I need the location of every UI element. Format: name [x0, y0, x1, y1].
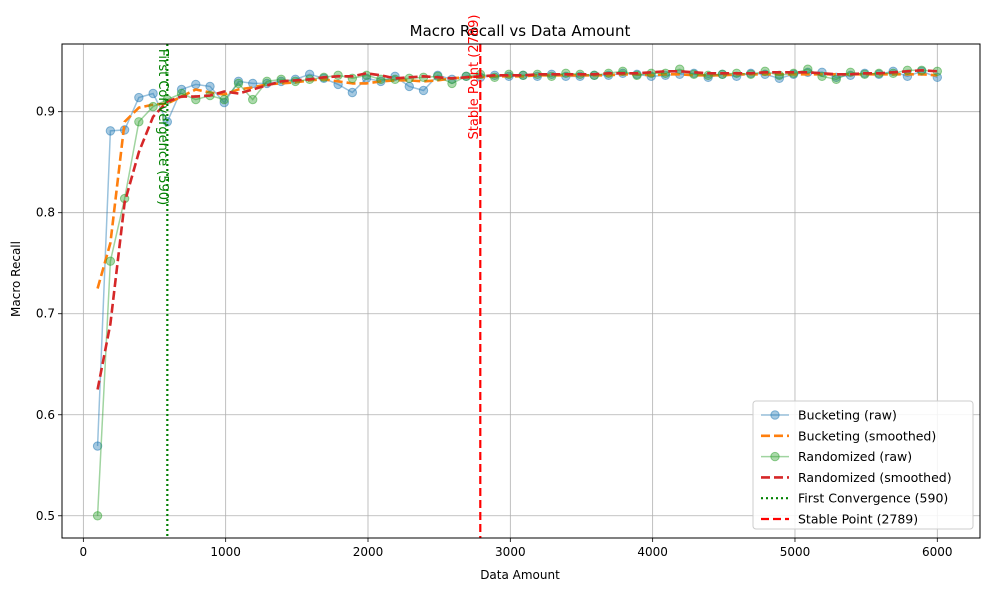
x-tick-label: 2000 [353, 545, 384, 559]
x-tick-label: 1000 [210, 545, 241, 559]
x-tick-label: 0 [80, 545, 88, 559]
data-point [219, 94, 229, 105]
x-tick-label: 3000 [495, 545, 526, 559]
grid [62, 44, 980, 538]
vline-label: Stable Point (2789) [467, 15, 482, 140]
legend-label: First Convergence (590) [798, 491, 948, 506]
legend-swatch-marker [770, 410, 780, 420]
data-point [418, 85, 429, 96]
data-point [376, 74, 386, 85]
legend: Bucketing (raw) Bucketing (smoothed) Rando… [752, 400, 974, 530]
data-point [105, 256, 116, 266]
chart-title: Macro Recall vs Data Amount [410, 22, 631, 40]
data-point [191, 79, 201, 90]
legend-label: Stable Point (2789) [798, 512, 918, 527]
data-point [447, 78, 457, 89]
axis-ticks: 0 1000 2000 3000 4000 5000 6000 0.5 0.6 0.7 0.8 0.9 [36, 105, 953, 559]
series-line-Randomized (smoothed) [96, 68, 938, 390]
x-axis-label: Data Amount [480, 568, 560, 582]
data-point [92, 511, 103, 521]
legend-label: Bucketing (smoothed) [798, 428, 936, 443]
data-point [831, 74, 841, 85]
y-axis-label: Macro Recall [9, 241, 23, 317]
legend-box [752, 400, 974, 530]
data-point [134, 92, 144, 103]
x-tick-label: 4000 [637, 545, 668, 559]
data-point [219, 97, 229, 108]
legend-label: Randomized (raw) [798, 449, 912, 464]
data-point [404, 81, 414, 92]
y-tick-label: 0.6 [36, 408, 55, 422]
data-point [347, 87, 358, 98]
data-point [361, 70, 372, 81]
data-point [248, 78, 258, 89]
y-tick-label: 0.9 [36, 105, 55, 119]
data-point [134, 117, 144, 127]
data-point [105, 126, 116, 136]
vline-label: First Convergence (590) [155, 49, 170, 205]
data-point [205, 81, 215, 92]
legend-label: Bucketing (raw) [798, 408, 897, 423]
y-tick-label: 0.5 [36, 509, 55, 523]
legend-label: Randomized (smoothed) [798, 470, 952, 485]
y-tick-label: 0.7 [36, 307, 55, 321]
data-point [233, 78, 244, 89]
data-point [148, 88, 158, 99]
plot-frame [61, 43, 981, 539]
data-point [148, 101, 158, 112]
y-tick-label: 0.8 [36, 206, 55, 220]
x-tick-label: 6000 [922, 545, 953, 559]
plot-area: First Convergence (590) Stable Point (278… [92, 15, 943, 538]
legend-swatch-marker [770, 451, 780, 462]
data-point [92, 441, 103, 451]
x-tick-label: 5000 [780, 545, 811, 559]
data-point [248, 94, 258, 105]
